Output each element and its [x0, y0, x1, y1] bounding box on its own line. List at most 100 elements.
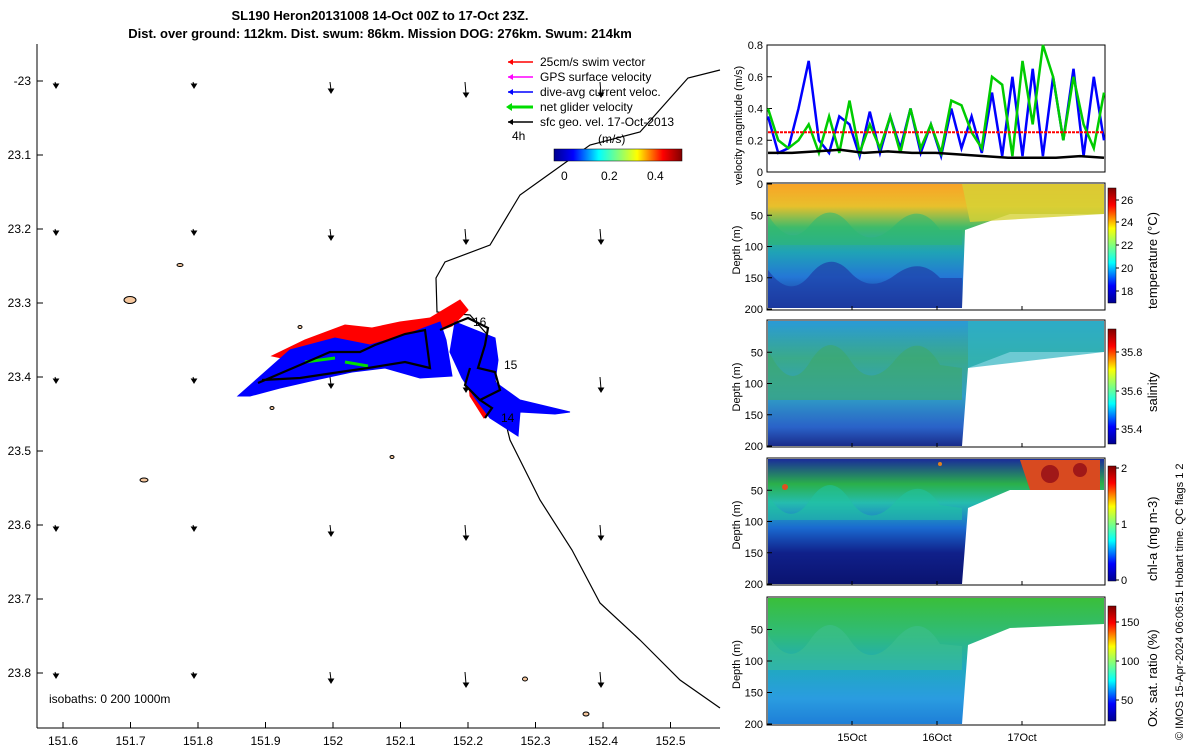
map-y-tick: 23.8 [8, 666, 32, 680]
velocity-tick: 0.6 [748, 72, 763, 84]
chla-section [766, 457, 1106, 586]
glider-track [257, 316, 502, 419]
oxygen-section [766, 596, 1106, 726]
depth-tick: 50 [751, 485, 763, 497]
map-x-tick: 152 [323, 734, 343, 748]
depth-axis-label: Depth (m) [731, 226, 743, 275]
map-x-tick: 152.4 [588, 734, 618, 748]
colorbar-tick: 20 [1121, 263, 1133, 275]
colorbar-tick-0: 0 [561, 169, 568, 183]
map-y-tick: 23.4 [8, 370, 32, 384]
geo-vector [597, 81, 605, 98]
depth-axis-label: Depth (m) [731, 640, 743, 689]
geo-vector [327, 228, 335, 241]
reef-outlines [123, 263, 590, 717]
legend-sfc-geo: sfc geo. vel. 17-Oct-2013 [540, 115, 674, 129]
colorbar-tick-2: 0.4 [647, 169, 664, 183]
depth-tick: 100 [745, 656, 763, 668]
depth-tick: 50 [751, 625, 763, 637]
salinity-cb-label: salinity [1145, 372, 1160, 412]
geo-vector [597, 376, 605, 393]
temperature-cb-label: temperature (°C) [1145, 212, 1160, 309]
figure-title-line2: Dist. over ground: 112km. Dist. swum: 86… [128, 26, 632, 41]
map-y-tick: 23.6 [8, 518, 32, 532]
map-y-tick: 23.1 [8, 148, 32, 162]
depth-tick: 100 [745, 242, 763, 254]
geo-vector [190, 524, 198, 532]
colorbar-tick: 2 [1121, 463, 1127, 475]
depth-tick: 0 [757, 179, 763, 191]
colorbar-tick: 22 [1121, 240, 1133, 252]
geo-vector [52, 524, 60, 532]
depth-tick: 150 [745, 273, 763, 285]
velocity-series-line [766, 44, 1106, 158]
geo-vector [597, 524, 605, 541]
map-x-tick: 151.8 [183, 734, 213, 748]
salinity-colorbar [1107, 328, 1117, 445]
geo-vector [327, 81, 335, 94]
map-x-tick: 151.9 [250, 734, 280, 748]
map-x-tick: 151.6 [48, 734, 78, 748]
velocity-series-line [768, 148, 1105, 159]
geo-vector [462, 228, 470, 245]
depth-tick: 150 [745, 410, 763, 422]
map-y-tick: 23.3 [8, 296, 32, 310]
legend-swim-vector: 25cm/s swim vector [540, 55, 645, 69]
figure-title-line1: SL190 Heron20131008 14-Oct 00Z to 17-Oct… [231, 8, 529, 23]
geo-vector [597, 671, 605, 688]
colorbar-tick: 24 [1121, 217, 1133, 229]
chla-cb-label: chl-a (mg m-3) [1145, 496, 1160, 581]
geo-vector [52, 671, 60, 679]
geo-vector [52, 376, 60, 384]
velocity-tick: 0.2 [748, 135, 763, 147]
depth-tick: 200 [745, 579, 763, 591]
oxygen-colorbar [1107, 605, 1117, 722]
day-label-14: 14 [501, 411, 515, 425]
geo-vector [190, 376, 198, 384]
map-x-tick: 151.7 [115, 734, 145, 748]
map-x-tick: 152.1 [385, 734, 415, 748]
depth-tick: 200 [745, 719, 763, 731]
map-legend: 25cm/s swim vector GPS surface velocity … [506, 55, 674, 129]
colorbar-tick: 35.4 [1121, 424, 1142, 436]
map-x-tick: 152.3 [520, 734, 550, 748]
velocity-ylabel: velocity magnitude (m/s) [733, 66, 745, 185]
day-label-15: 15 [504, 358, 518, 372]
legend-net-velocity: net glider velocity [540, 100, 633, 114]
time-tick: 17Oct [1007, 732, 1036, 744]
velocity-tick: 0.8 [748, 40, 763, 52]
temperature-colorbar [1107, 187, 1117, 304]
geo-vector [190, 228, 198, 236]
geo-vector [190, 671, 198, 679]
map-axes [36, 44, 720, 729]
map-y-tick: 23.5 [8, 444, 32, 458]
depth-axis-label: Depth (m) [731, 363, 743, 412]
map-ticks: 151.6 151.7 151.8 151.9 152 152.1 152.2 152.3 15… [8, 74, 686, 748]
colorbar-tick: 100 [1121, 656, 1139, 668]
map-y-tick: 23.7 [8, 592, 32, 606]
velocity-panel: 0.8 0.6 0.4 0.2 0 velocity magnitude (m/s) [733, 40, 1106, 185]
geo-velocity-vectors [52, 81, 605, 688]
velocity-tick: 0.4 [748, 104, 763, 116]
geo-vector [52, 228, 60, 236]
footer-credit: © IMOS 15-Apr-2024 06:06:51 Hobart time.… [1174, 463, 1186, 740]
depth-tick: 100 [745, 379, 763, 391]
day-label-16: 16 [473, 315, 487, 329]
colorbar-tick: 150 [1121, 617, 1139, 629]
chla-colorbar [1107, 465, 1117, 582]
geo-vector [190, 81, 198, 89]
colorbar-tick: 35.8 [1121, 347, 1142, 359]
depth-tick: 150 [745, 688, 763, 700]
velocity-tick: 0 [757, 167, 763, 179]
map-y-tick: 23.2 [8, 222, 32, 236]
colorbar-tick: 0 [1121, 575, 1127, 587]
geo-vector [462, 81, 470, 98]
time-tick: 16Oct [922, 732, 951, 744]
depth-tick: 50 [751, 347, 763, 359]
depth-tick: 150 [745, 548, 763, 560]
map-y-tick: -23 [14, 74, 32, 88]
colorbar-unit: (m/s) [598, 132, 625, 146]
temperature-section [766, 182, 1106, 311]
colorbar-tick: 35.6 [1121, 386, 1142, 398]
